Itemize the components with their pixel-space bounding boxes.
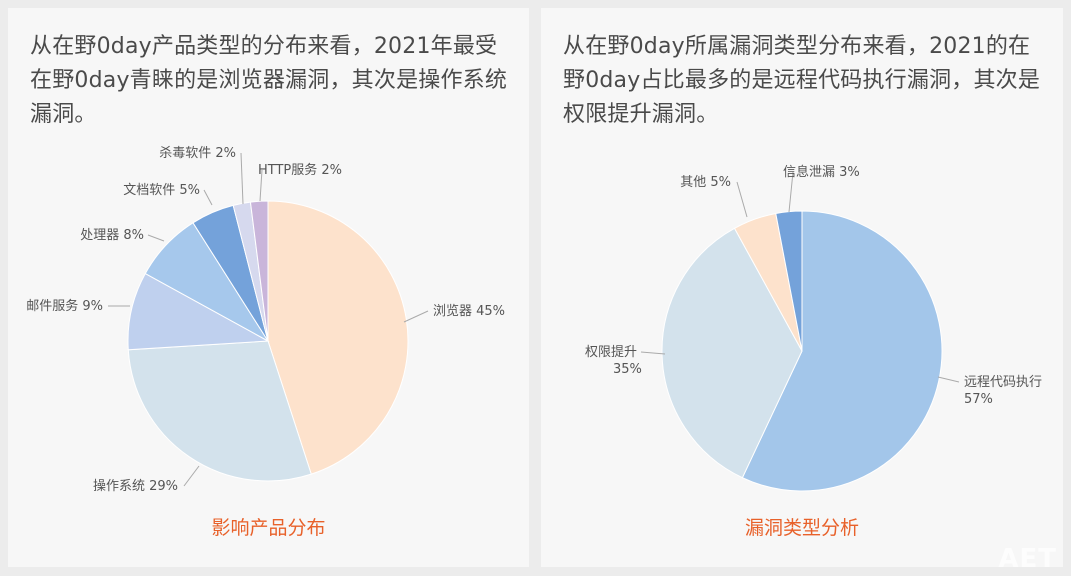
slice-label: 杀毒软件 2% [159, 146, 236, 161]
label-leader-line [736, 181, 748, 218]
pie-slice-7 [249, 200, 269, 342]
pie-slice-3 [127, 272, 270, 351]
label-leader-line [203, 189, 213, 206]
slice-label: 处理器 8% [80, 228, 144, 243]
left-chart-panel: 从在野0day产品类型的分布来看，2021年最受在野0day青睐的是浏览器漏洞，… [8, 8, 529, 567]
product-distribution-pie: 浏览器 45% 操作系统 29% 邮件服务 9% 处理器 8% 文档软件 5% 杀毒软件 … [26, 146, 505, 494]
pie-slice-1 [267, 200, 409, 475]
slice-label: 权限提升 35% [585, 344, 642, 377]
left-description: 从在野0day产品类型的分布来看，2021年最受在野0day青睐的是浏览器漏洞，… [30, 34, 508, 127]
label-leader-line [403, 310, 429, 323]
label-leader-line [240, 152, 244, 205]
pie-slice-1 [741, 210, 943, 492]
label-leader-line [183, 465, 200, 487]
slice-label: HTTP服务 2% [258, 162, 342, 178]
right-description: 从在野0day所属漏洞类型分布来看，2021的在野0day占比最多的是远程代码执… [563, 34, 1041, 127]
left-chart-title: 影响产品分布 [211, 517, 326, 539]
right-chart-title: 漏洞类型分析 [744, 517, 859, 539]
right-chart-panel: 从在野0day所属漏洞类型分布来看，2021的在野0day占比最多的是远程代码执… [541, 8, 1063, 567]
slice-label: 文档软件 5% [123, 183, 200, 198]
slice-label: 浏览器 45% [433, 303, 505, 319]
label-leader-line [640, 351, 666, 355]
slice-label: 邮件服务 9% [26, 298, 103, 314]
label-leader-line [259, 169, 263, 202]
watermark-logo: AET [998, 544, 1057, 574]
label-leader-line [788, 171, 794, 213]
slice-label: 操作系统 29% [93, 478, 178, 494]
slice-label: 其他 5% [680, 175, 731, 190]
slice-label: 远程代码执行 57% [964, 375, 1042, 407]
vulnerability-type-pie: 远程代码执行 57% 权限提升 35% 其他 5% 信息泄漏 3% [585, 164, 1042, 492]
label-leader-line [937, 376, 960, 383]
slice-label: 信息泄漏 3% [783, 164, 860, 180]
label-leader-line [147, 234, 165, 242]
pie-slice-2 [661, 227, 803, 479]
pie-slice-2 [127, 340, 312, 482]
